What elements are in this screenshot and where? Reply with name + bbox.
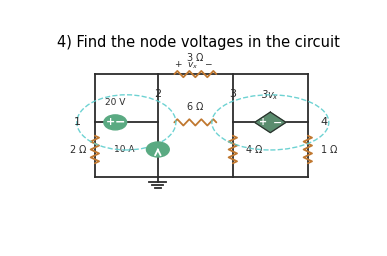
Text: 4: 4: [321, 118, 328, 127]
Text: −: −: [115, 116, 126, 129]
Text: 10 A: 10 A: [114, 145, 134, 154]
Text: 1: 1: [74, 118, 80, 127]
Text: 4 $\Omega$: 4 $\Omega$: [245, 143, 263, 155]
Text: 4) Find the node voltages in the circuit: 4) Find the node voltages in the circuit: [57, 35, 340, 50]
Text: +: +: [259, 118, 267, 127]
Circle shape: [104, 115, 127, 130]
Text: 3$v_x$: 3$v_x$: [261, 89, 279, 102]
Text: 6 $\Omega$: 6 $\Omega$: [186, 100, 204, 112]
Polygon shape: [255, 112, 286, 133]
Text: 3 $\Omega$: 3 $\Omega$: [186, 51, 204, 63]
Text: 1 $\Omega$: 1 $\Omega$: [320, 143, 338, 155]
Text: −: −: [273, 118, 282, 127]
Text: $+\ \ v_x\ \ -$: $+\ \ v_x\ \ -$: [175, 59, 213, 71]
Text: 20 V: 20 V: [105, 98, 125, 107]
Circle shape: [146, 142, 169, 157]
Text: 3: 3: [229, 89, 236, 99]
Text: 2: 2: [154, 89, 161, 99]
Text: 2 $\Omega$: 2 $\Omega$: [69, 143, 87, 155]
Text: +: +: [106, 118, 115, 127]
